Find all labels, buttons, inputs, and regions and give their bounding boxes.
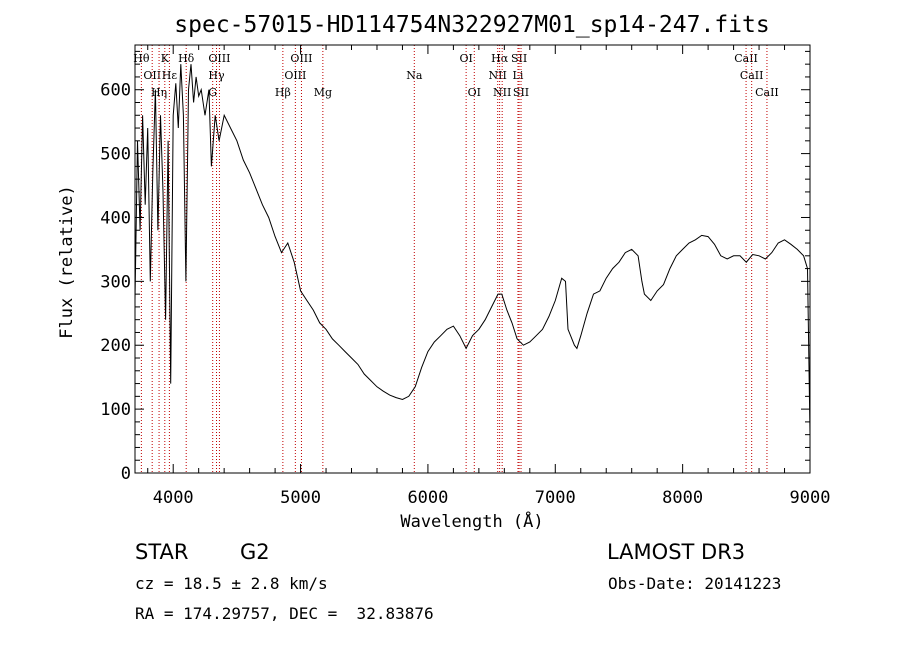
line-label-17: Hα — [491, 52, 509, 65]
y-tick-label-3: 300 — [100, 272, 131, 292]
x-tick-label-0: 4000 — [153, 488, 194, 508]
chart-title: spec-57015-HD114754N322927M01_sp14-247.f… — [174, 12, 769, 38]
y-tick-label-5: 500 — [100, 145, 131, 165]
y-axis-label: Flux (relative) — [57, 185, 77, 339]
line-label-4: Hε — [162, 69, 178, 82]
y-axis: 0 100 200 300 400 500 600 — [100, 50, 810, 484]
y-tick-label-6: 600 — [100, 81, 131, 101]
line-label-11: OIII — [290, 52, 312, 65]
redshift-cz: cz = 18.5 ± 2.8 km/s — [135, 574, 328, 593]
y-tick-label-4: 400 — [100, 208, 131, 228]
x-tick-label-1: 5000 — [280, 488, 321, 508]
line-label-21: SII — [513, 86, 529, 99]
line-label-15: OI — [468, 86, 481, 99]
line-label-22: CaII — [734, 52, 758, 65]
y-tick-label-0: 0 — [121, 464, 131, 484]
x-axis-label: Wavelength (Å) — [400, 510, 543, 532]
observation-date: Obs-Date: 20141223 — [608, 574, 782, 593]
spectrum-line — [134, 64, 811, 435]
line-label-7: Hγ — [208, 69, 225, 82]
survey-name: LAMOST DR3 — [607, 540, 746, 564]
line-label-5: Hδ — [178, 52, 195, 65]
line-label-6: G — [208, 86, 217, 99]
line-label-23: CaII — [740, 69, 764, 82]
object-subclass: G2 — [240, 540, 270, 564]
line-label-14: OI — [459, 52, 472, 65]
line-label-8: OIII — [208, 52, 230, 65]
line-label-24: CaII — [755, 86, 779, 99]
x-axis: 4000 5000 6000 7000 8000 9000 — [147, 45, 831, 508]
plot-frame — [134, 44, 811, 474]
coordinates: RA = 174.29757, DEC = 32.83876 — [135, 604, 434, 623]
line-label-1: OII — [143, 69, 161, 82]
x-tick-label-4: 8000 — [662, 488, 703, 508]
line-label-12: Mg — [314, 86, 332, 99]
spectral-line-markers: HθOIIHηKHεHδGHγOIIIHβOIIIOIIIMgNaOIOINII… — [133, 45, 779, 473]
line-label-3: K — [161, 52, 170, 65]
line-label-19: Li — [513, 69, 524, 82]
x-tick-label-2: 6000 — [407, 488, 448, 508]
line-label-9: Hβ — [275, 86, 291, 99]
y-tick-label-2: 200 — [100, 336, 131, 356]
x-tick-label-3: 7000 — [535, 488, 576, 508]
line-label-16: NII — [489, 69, 507, 82]
y-tick-label-1: 100 — [100, 400, 131, 420]
object-class: STAR — [135, 540, 189, 564]
line-label-0: Hθ — [133, 52, 150, 65]
line-label-20: SII — [511, 52, 527, 65]
x-tick-label-5: 9000 — [790, 488, 831, 508]
line-label-10: OIII — [284, 69, 306, 82]
line-label-18: NII — [493, 86, 511, 99]
line-label-13: Na — [406, 69, 423, 82]
